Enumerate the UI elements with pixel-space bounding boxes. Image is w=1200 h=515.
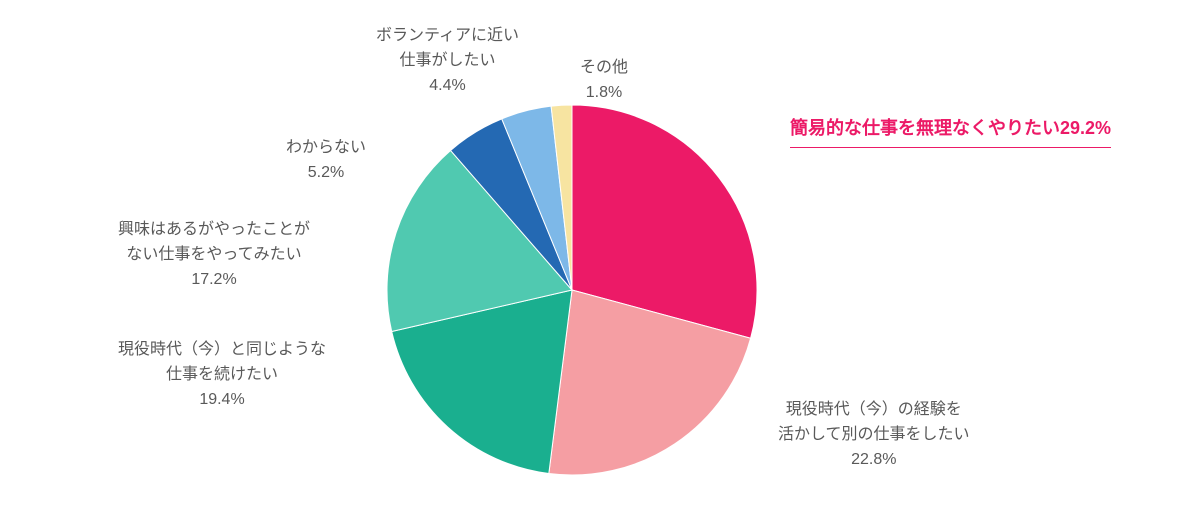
slice-label-line: ボランティアに近い [376, 24, 519, 49]
slice-label-line: わからない [286, 136, 366, 161]
slice-label-simple_work: 簡易的な仕事を無理なくやりたい29.2% [790, 110, 1111, 148]
chart-stage: 簡易的な仕事を無理なくやりたい29.2% 現役時代（今）の経験を活かして別の仕事を… [0, 0, 1200, 515]
slice-label-other: その他1.8% [580, 56, 628, 106]
slice-label-line: 1.8% [580, 81, 628, 106]
slice-label-line: 4.4% [376, 74, 519, 99]
slice-label-line: 簡易的な仕事を [790, 110, 916, 148]
slice-label-dont_know: わからない5.2% [286, 136, 366, 186]
slice-label-line: 仕事を続けたい [118, 363, 326, 388]
slice-label-line: 17.2% [118, 268, 310, 293]
slice-label-line: 興味はあるがやったことが [118, 218, 310, 243]
slice-label-interested_never_done: 興味はあるがやったことがない仕事をやってみたい17.2% [118, 218, 310, 292]
slice-label-line: 19.4% [118, 388, 326, 413]
slice-label-line: 22.8% [778, 448, 970, 473]
slice-label-same_as_now: 現役時代（今）と同じような仕事を続けたい19.4% [118, 338, 326, 412]
slice-label-line: その他 [580, 56, 628, 81]
slice-label-line: 活かして別の仕事をしたい [778, 423, 970, 448]
pie-chart [385, 103, 759, 477]
slice-label-line: 5.2% [286, 161, 366, 186]
slice-label-line: 29.2% [1060, 110, 1111, 148]
slice-label-line: 現役時代（今）の経験を [778, 398, 970, 423]
slice-label-line: 仕事がしたい [376, 49, 519, 74]
slice-label-line: ない仕事をやってみたい [118, 243, 310, 268]
slice-label-line: 現役時代（今）と同じような [118, 338, 326, 363]
slice-label-line: 無理なくやりたい [916, 110, 1060, 148]
slice-label-use_experience: 現役時代（今）の経験を活かして別の仕事をしたい22.8% [778, 398, 970, 472]
slice-label-volunteer_like: ボランティアに近い仕事がしたい4.4% [376, 24, 519, 98]
